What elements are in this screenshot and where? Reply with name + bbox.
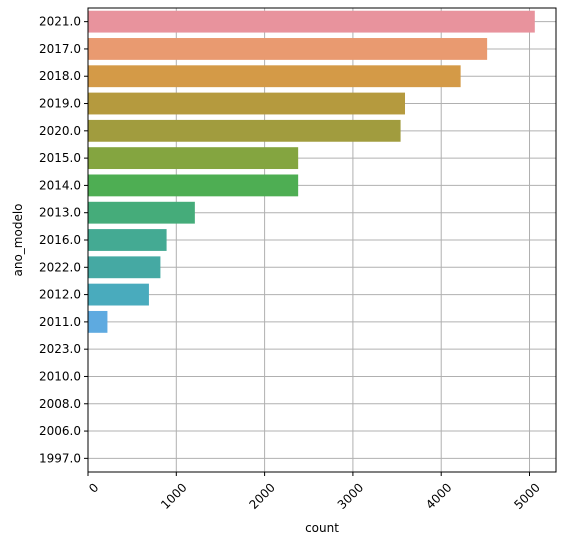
y-tick-label: 2022.0 [39,260,81,274]
y-tick-label: 2014.0 [39,178,81,192]
y-tick-label: 2010.0 [39,369,81,383]
x-tick-label: 1000 [158,480,189,511]
bars [88,10,535,470]
bar [88,201,195,224]
bar [88,283,149,306]
y-tick-label: 2006.0 [39,424,81,438]
bar [88,256,161,279]
y-tick-label: 2017.0 [39,42,81,56]
y-tick-label: 2015.0 [39,151,81,165]
y-tick-label: 2011.0 [39,315,81,329]
bar [88,229,167,251]
bar [88,38,488,60]
y-tick-label: 2020.0 [39,124,81,138]
bar [88,92,406,115]
x-tick-label: 5000 [511,480,542,511]
bar [88,174,299,197]
bar [88,147,299,170]
y-tick-label: 2023.0 [39,342,81,356]
x-tick-label: 3000 [335,480,366,511]
x-axis-label: count [305,521,339,535]
x-axis-ticks: 0 1000 2000 3000 4000 5000 [86,472,543,512]
x-tick-label: 0 [86,480,101,495]
bar [88,65,461,88]
y-tick-label: 2012.0 [39,288,81,302]
y-tick-label: 2016.0 [39,233,81,247]
bar [88,10,535,33]
y-axis-ticks: 2021.0 2017.0 2018.0 2019.0 2020.0 2015.0 2014… [39,15,88,465]
y-tick-label: 1997.0 [39,451,81,465]
y-tick-label: 2021.0 [39,15,81,29]
y-tick-label: 2013.0 [39,206,81,220]
bar [88,310,108,333]
x-tick-label: 4000 [423,480,454,511]
y-tick-label: 2018.0 [39,69,81,83]
y-tick-label: 2019.0 [39,97,81,111]
x-tick-label: 2000 [246,480,277,511]
bar [88,119,401,142]
y-tick-label: 2008.0 [39,397,81,411]
y-axis-label: ano_modelo [11,203,25,276]
